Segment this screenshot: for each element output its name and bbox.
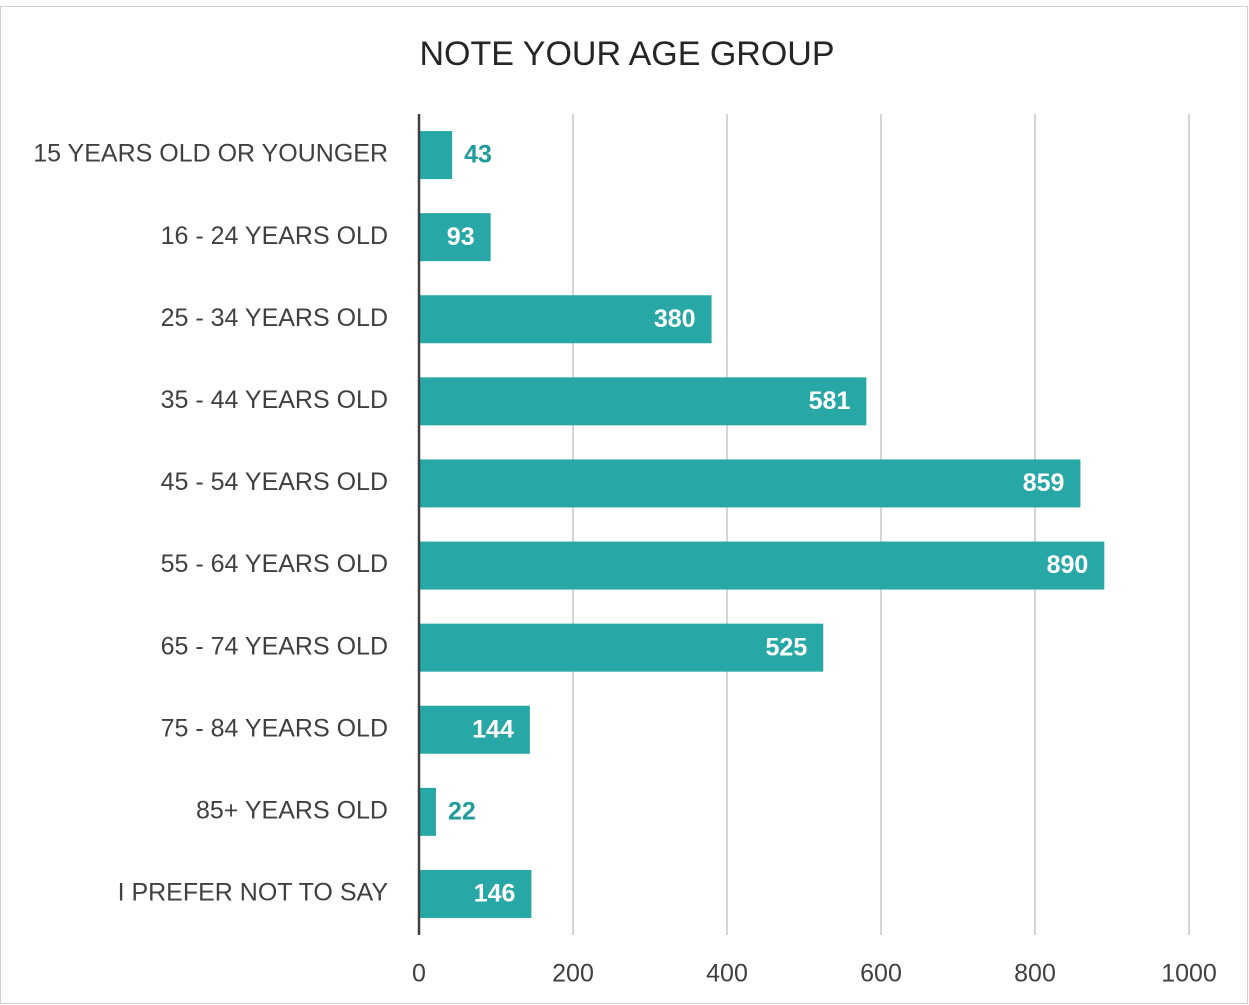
data-label: 525 <box>766 633 808 661</box>
data-label: 43 <box>464 141 492 169</box>
bar <box>419 459 1081 508</box>
y-tick-label: 15 YEARS OLD OR YOUNGER <box>33 140 388 168</box>
bar <box>419 705 530 754</box>
x-tick-label: 200 <box>552 960 594 988</box>
data-label: 22 <box>448 797 476 825</box>
x-tick-label: 400 <box>706 960 748 988</box>
data-label: 581 <box>809 387 851 415</box>
data-label: 380 <box>654 305 696 333</box>
y-tick-label: 55 - 64 YEARS OLD <box>161 550 388 578</box>
bar <box>419 869 532 918</box>
y-tick-label: 35 - 44 YEARS OLD <box>161 386 388 414</box>
x-tick-label: 0 <box>412 960 426 988</box>
chart-title: NOTE YOUR AGE GROUP <box>419 35 834 73</box>
bar <box>419 787 436 836</box>
y-tick-label: 45 - 54 YEARS OLD <box>161 468 388 496</box>
x-tick-label: 1000 <box>1161 960 1217 988</box>
bar <box>419 213 491 262</box>
y-tick-label: 25 - 34 YEARS OLD <box>161 304 388 332</box>
y-tick-label: 16 - 24 YEARS OLD <box>161 222 388 250</box>
x-tick-label: 600 <box>860 960 902 988</box>
bar <box>419 541 1105 590</box>
y-tick-label: I PREFER NOT TO SAY <box>118 879 389 907</box>
bar <box>419 131 453 180</box>
bar <box>419 377 867 426</box>
data-label: 93 <box>447 223 475 251</box>
y-tick-label: 85+ YEARS OLD <box>196 796 388 824</box>
data-label: 859 <box>1023 469 1065 497</box>
bar <box>419 295 712 344</box>
y-tick-label: 75 - 84 YEARS OLD <box>161 714 388 742</box>
y-tick-label: 65 - 74 YEARS OLD <box>161 632 388 660</box>
bar <box>419 623 824 672</box>
x-tick-label: 800 <box>1014 960 1056 988</box>
data-label: 890 <box>1047 551 1089 579</box>
data-label: 144 <box>472 715 514 743</box>
data-label: 146 <box>474 880 516 908</box>
